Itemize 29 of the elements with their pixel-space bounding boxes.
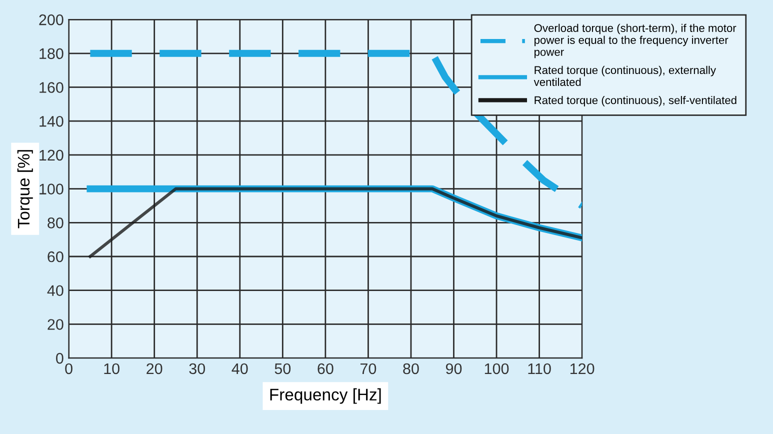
x-tick-label: 100: [484, 363, 509, 374]
x-tick-label: 50: [274, 363, 291, 374]
x-tick-label: 60: [318, 363, 334, 374]
y-tick-label: 140: [40, 116, 64, 127]
x-tick-label: 110: [528, 363, 551, 374]
x-axis-title: Frequency [Hz]: [270, 388, 381, 404]
y-tick-label: 80: [48, 218, 64, 228]
y-tick-label: 160: [40, 82, 64, 93]
x-tick-label: 10: [104, 363, 120, 374]
x-tick-label: 70: [360, 363, 376, 374]
legend-label: Rated torque (continuous), externally ventilated: [534, 66, 716, 86]
y-axis-title: Torque [%]: [17, 150, 33, 228]
x-tick-label: 30: [189, 363, 206, 374]
y-tick-label: 0: [56, 352, 64, 364]
y-tick-label: 40: [47, 285, 64, 296]
legend-label: Rated torque (continuous), self-ventilated: [534, 96, 736, 106]
x-tick-label: 20: [146, 363, 162, 374]
x-tick-label: 120: [570, 363, 594, 374]
x-tick-label: 0: [65, 363, 72, 374]
y-tick-label: 180: [40, 48, 64, 60]
y-tick-label: 60: [48, 251, 64, 262]
y-tick-label: 100: [40, 184, 64, 194]
x-tick-label: 80: [403, 363, 419, 374]
y-tick-label: 200: [39, 14, 64, 26]
y-tick-label: 120: [40, 150, 64, 161]
legend-label: Overload torque (short-term), if the motor power is equal to the frequency inverter power: [534, 24, 736, 58]
x-tick-label: 90: [446, 363, 462, 374]
y-tick-label: 20: [48, 319, 64, 330]
x-tick-label: 40: [232, 363, 248, 374]
